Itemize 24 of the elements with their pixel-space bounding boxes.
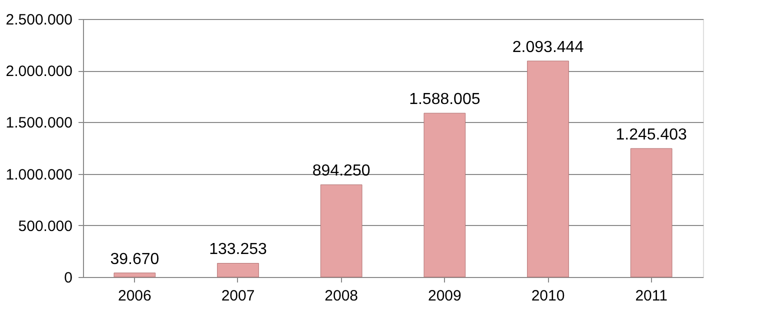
bar [527,60,569,278]
x-tick-label: 2009 [428,288,462,304]
y-tick-label: 0 [64,270,72,286]
x-tick-label: 2007 [221,288,255,304]
x-tick-label: 2010 [531,288,565,304]
x-tick-label: 2008 [324,288,358,304]
x-tick-label: 2006 [118,288,152,304]
data-label: 133.253 [209,241,268,258]
bar [630,148,672,278]
bar [217,263,259,278]
y-tick-label: 2.000.000 [6,63,72,80]
data-label: 1.588.005 [409,91,480,108]
data-label: 1.245.403 [616,126,688,144]
y-tick-label: 1.000.000 [6,166,72,184]
bar [320,184,362,278]
y-tick-label: 2.500.000 [6,12,72,28]
data-label: 894.250 [312,162,370,180]
bar [114,272,156,278]
bar [424,112,466,278]
data-label: 39.670 [110,250,160,268]
x-tick-label: 2011 [635,288,668,304]
y-tick-label: 1.500.000 [6,114,72,132]
y-tick-label: 500.000 [18,218,72,235]
data-label: 2.093.444 [512,38,584,56]
